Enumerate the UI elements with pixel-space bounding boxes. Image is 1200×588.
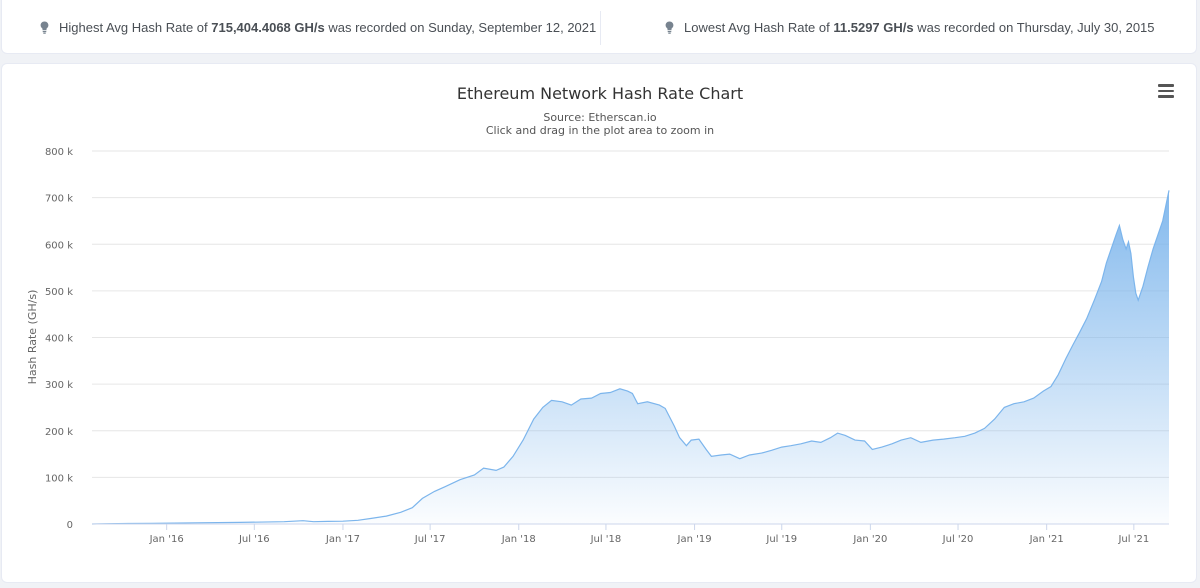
y-tick-label: 200 k [45,427,73,438]
x-tick-label: Jan '16 [149,534,184,545]
x-tick-label: Jul '17 [414,534,446,545]
x-tick-label: Jul '19 [765,534,797,545]
chart-card[interactable]: 0 100 k 200 k 300 k 400 k 500 k 600 k 700 k 800 … [1,63,1197,583]
y-tick-label: 800 k [45,147,73,158]
lightbulb-icon [40,21,49,34]
x-tick-label: Jan '19 [677,534,712,545]
y-tick-label: 400 k [45,334,73,345]
x-tick-label: Jul '18 [590,534,622,545]
grid-lines [92,150,1169,525]
lowest-stat: Lowest Avg Hash Rate of 11.5297 GH/s was… [665,0,1155,54]
highest-stat: Highest Avg Hash Rate of 715,404.4068 GH… [40,0,596,54]
x-tick-label: Jul '21 [1117,534,1149,545]
lightbulb-icon [665,21,674,34]
stats-divider [600,11,601,45]
x-tick-label: Jul '16 [238,534,270,545]
x-tick-label: Jan '17 [325,534,360,545]
chart-subtitle-zoom-hint: Click and drag in the plot area to zoom … [486,124,714,137]
lowest-prefix: Lowest Avg Hash Rate of [684,19,830,35]
y-axis-title: Hash Rate (GH/s) [26,290,39,385]
stats-card: Highest Avg Hash Rate of 715,404.4068 GH… [1,0,1197,54]
y-tick-label: 300 k [45,380,73,391]
hash-rate-chart[interactable]: 0 100 k 200 k 300 k 400 k 500 k 600 k 700 k 800 … [2,64,1198,584]
highest-value: 715,404.4068 GH/s [211,19,325,35]
y-tick-label: 700 k [45,194,73,205]
y-tick-label: 500 k [45,287,73,298]
y-tick-label: 100 k [45,473,73,484]
x-tick-label: Jan '20 [852,534,887,545]
lowest-suffix: was recorded on Thursday, July 30, 2015 [917,19,1155,35]
lowest-value: 11.5297 GH/s [833,19,914,35]
x-tick-label: Jan '21 [1029,534,1064,545]
axes: 0 100 k 200 k 300 k 400 k 500 k 600 k 700 k 800 … [45,147,1169,545]
chart-menu-icon[interactable] [1158,84,1174,98]
series-area[interactable] [91,190,1170,525]
x-tick-label: Jul '20 [942,534,974,545]
chart-title: Ethereum Network Hash Rate Chart [457,84,743,103]
highest-prefix: Highest Avg Hash Rate of [59,19,208,35]
y-tick-label: 600 k [45,240,73,251]
series-area-fill[interactable] [92,190,1169,524]
series-line[interactable] [91,190,1170,525]
chart-subtitle: Source: Etherscan.io [543,111,657,124]
highest-suffix: was recorded on Sunday, September 12, 20… [328,19,597,35]
y-tick-label: 0 [67,520,73,531]
x-tick-label: Jan '18 [501,534,536,545]
